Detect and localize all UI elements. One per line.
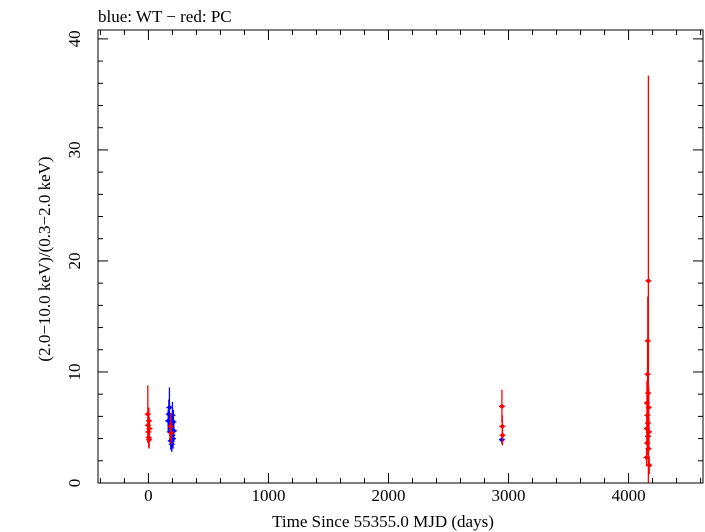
pc-point [500,433,505,438]
y-tick-label: 10 [65,363,84,380]
y-axis-label: (2.0−10.0 keV)/(0.3−2.0 keV) [35,156,54,361]
pc-point [647,463,652,468]
pc-point [646,405,651,410]
pc-point [147,426,152,431]
pc-point [646,429,651,434]
x-tick-label: 4000 [612,486,646,505]
x-tick-label: 3000 [492,486,526,505]
wt-point [171,428,176,433]
x-axis-label: Time Since 55355.0 MJD (days) [272,512,494,531]
y-tick-label: 0 [65,479,84,488]
pc-point [169,431,174,436]
y-tick-label: 30 [65,141,84,158]
plot-frame [97,29,704,484]
plot-area: 0 1000 2000 3000 4000 0 10 20 30 40 [65,29,704,505]
x-tick-label: 2000 [371,486,405,505]
pc-point [646,278,651,283]
wt-point [167,405,172,410]
pc-point [646,446,651,451]
pc-point [644,455,649,460]
x-tick-label: 1000 [251,486,285,505]
pc-point [499,404,504,409]
y-tick-label: 40 [65,30,84,47]
chart-title: blue: WT − red: PC [98,7,232,26]
x-tick-label: 0 [144,486,153,505]
y-tick-label: 20 [65,252,84,269]
